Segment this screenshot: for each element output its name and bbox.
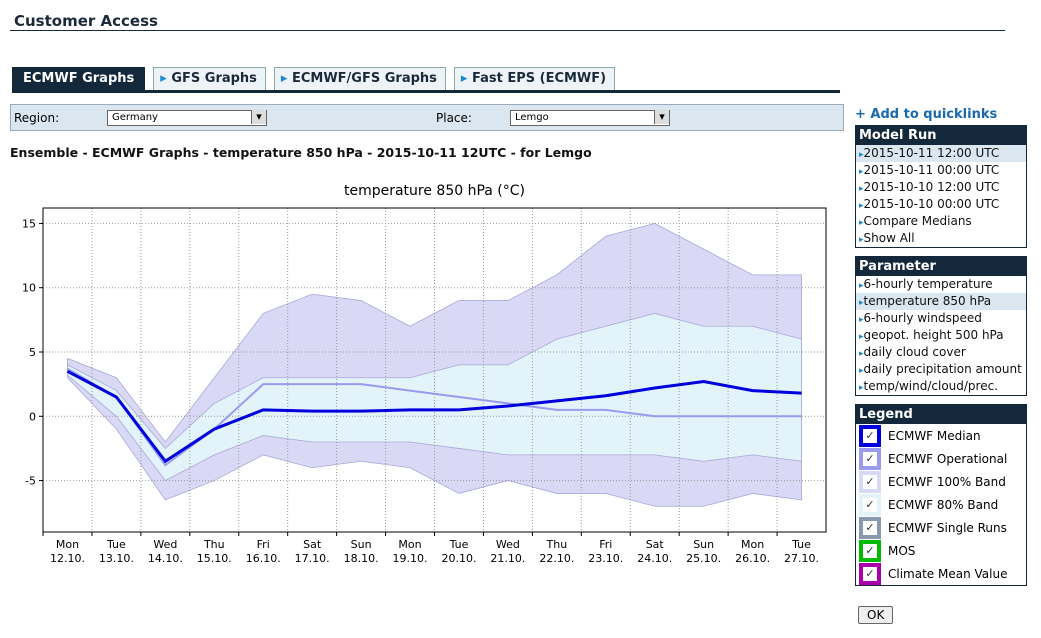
checkbox[interactable]: ✓: [859, 562, 881, 585]
x-tick-label: 25.10.: [686, 552, 721, 565]
chart-title: temperature 850 hPa (°C): [344, 183, 525, 199]
x-tick-label: Mon: [741, 538, 764, 551]
x-tick-label: Sun: [351, 538, 372, 551]
link[interactable]: Compare Medians: [856, 213, 1026, 230]
legend-item[interactable]: ✓ ECMWF 100% Band: [856, 470, 1026, 493]
x-tick-label: Wed: [496, 538, 520, 551]
legend-label: ECMWF 80% Band: [888, 497, 999, 512]
x-tick-label: 21.10.: [490, 552, 525, 565]
checkbox[interactable]: ✓: [859, 539, 881, 562]
x-tick-label: 12.10.: [50, 552, 85, 565]
heading: Ensemble - ECMWF Graphs - temperature 85…: [10, 145, 592, 160]
y-tick-label: -5: [25, 475, 36, 488]
legend-item[interactable]: ✓ ECMWF Operational: [856, 447, 1026, 470]
link[interactable]: 2015-10-10 12:00 UTC: [856, 179, 1026, 196]
tab[interactable]: Fast EPS (ECMWF): [453, 67, 616, 91]
legend: Legend ✓ ECMWF Median ✓ ECMWF Operational ✓ E…: [855, 404, 1027, 586]
checkbox[interactable]: ✓: [859, 424, 881, 447]
legend-item[interactable]: ✓ ECMWF Single Runs: [856, 516, 1026, 539]
sidebar: + Add to quicklinks Model Run 2015-10-11…: [855, 107, 1027, 594]
x-tick-label: Mon: [56, 538, 79, 551]
checkbox[interactable]: ✓: [859, 493, 881, 516]
legend-label: ECMWF Median: [888, 428, 981, 443]
x-tick-label: Fri: [257, 538, 270, 551]
checkbox[interactable]: ✓: [859, 447, 881, 470]
x-tick-label: Tue: [791, 538, 811, 551]
filter-bar: Region: Germany Place: Lemgo: [10, 104, 844, 131]
region-select[interactable]: Germany: [107, 110, 267, 126]
chart: temperature 850 hPa (°C)-5051015Mon12.10…: [22, 183, 827, 565]
x-tick-label: 19.10.: [393, 552, 428, 565]
x-tick-label: 24.10.: [637, 552, 672, 565]
x-tick-label: Tue: [449, 538, 469, 551]
y-tick-label: 10: [22, 282, 36, 295]
x-tick-label: Fri: [599, 538, 612, 551]
checkbox[interactable]: ✓: [859, 470, 881, 493]
tab[interactable]: ECMWF/GFS Graphs: [273, 67, 446, 91]
x-tick-label: 14.10.: [148, 552, 183, 565]
link[interactable]: temperature 850 hPa: [856, 293, 1026, 310]
parameter: Parameter 6-hourly temperature temperatu…: [855, 256, 1027, 396]
y-tick-label: 0: [29, 410, 36, 423]
legend-item[interactable]: ✓ ECMWF Median: [856, 424, 1026, 447]
page-title: Customer Access: [14, 12, 158, 30]
x-tick-label: 23.10.: [588, 552, 623, 565]
x-tick-label: Thu: [546, 538, 568, 551]
divider: [10, 30, 1005, 31]
x-tick-label: 17.10.: [295, 552, 330, 565]
legend-label: MOS: [888, 543, 916, 558]
place-select[interactable]: Lemgo: [510, 110, 670, 126]
tab[interactable]: ECMWF Graphs: [12, 67, 146, 91]
label: Region:: [14, 111, 60, 125]
box-title: Model Run: [856, 126, 1026, 145]
divider: [12, 90, 840, 93]
legend-label: Climate Mean Value: [888, 566, 1008, 581]
link[interactable]: temp/wind/cloud/prec.: [856, 378, 1026, 395]
x-tick-label: 16.10.: [246, 552, 281, 565]
x-tick-label: Tue: [106, 538, 126, 551]
link[interactable]: 6-hourly windspeed: [856, 310, 1026, 327]
x-tick-label: Sat: [303, 538, 322, 551]
link[interactable]: geopot. height 500 hPa: [856, 327, 1026, 344]
x-tick-label: 15.10.: [197, 552, 232, 565]
x-tick-label: 22.10.: [539, 552, 574, 565]
x-tick-label: 27.10.: [784, 552, 819, 565]
link[interactable]: daily cloud cover: [856, 344, 1026, 361]
box-title: Parameter: [856, 257, 1026, 276]
legend-label: ECMWF Operational: [888, 451, 1008, 466]
x-tick-label: Wed: [153, 538, 177, 551]
box-title: Legend: [856, 405, 1026, 424]
line: [66, 367, 802, 467]
x-tick-label: 18.10.: [344, 552, 379, 565]
y-tick-label: 15: [22, 217, 36, 230]
x-tick-label: Thu: [203, 538, 225, 551]
line: [66, 369, 802, 464]
x-tick-label: 13.10.: [99, 552, 134, 565]
legend-item[interactable]: ✓ Climate Mean Value: [856, 562, 1026, 585]
label: Place:: [436, 111, 472, 125]
link[interactable]: daily precipitation amount: [856, 361, 1026, 378]
link[interactable]: 2015-10-11 00:00 UTC: [856, 162, 1026, 179]
model-run: Model Run 2015-10-11 12:00 UTC 2015-10-1…: [855, 125, 1027, 248]
tabs: ECMWF Graphs GFS Graphs ECMWF/GFS Graphs…: [12, 67, 616, 91]
legend-label: ECMWF Single Runs: [888, 520, 1007, 535]
quicklinks[interactable]: + Add to quicklinks: [855, 107, 998, 122]
legend-label: ECMWF 100% Band: [888, 474, 1006, 489]
link[interactable]: 2015-10-10 00:00 UTC: [856, 196, 1026, 213]
link[interactable]: Show All: [856, 230, 1026, 247]
y-tick-label: 5: [29, 346, 36, 359]
legend-item[interactable]: ✓ MOS: [856, 539, 1026, 562]
tab[interactable]: GFS Graphs: [153, 67, 266, 91]
checkbox[interactable]: ✓: [859, 516, 881, 539]
ok-button[interactable]: OK: [858, 606, 894, 624]
x-tick-label: Mon: [398, 538, 421, 551]
x-tick-label: 20.10.: [441, 552, 476, 565]
link[interactable]: 6-hourly temperature: [856, 276, 1026, 293]
x-tick-label: 26.10.: [735, 552, 770, 565]
x-tick-label: Sat: [646, 538, 665, 551]
x-tick-label: Sun: [693, 538, 714, 551]
link[interactable]: 2015-10-11 12:00 UTC: [856, 145, 1026, 162]
legend-item[interactable]: ✓ ECMWF 80% Band: [856, 493, 1026, 516]
